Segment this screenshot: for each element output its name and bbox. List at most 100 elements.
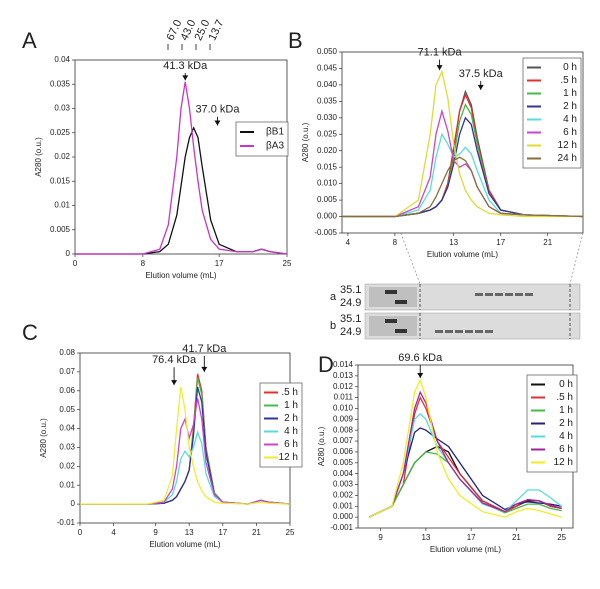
x-tick-label: 0: [73, 259, 78, 268]
legend-box: [235, 121, 289, 157]
legend-label: 4 h: [563, 114, 577, 125]
arrow-head: [201, 366, 208, 372]
y-tick-label: 0.000: [333, 512, 354, 521]
legend: .5 h 1 h 2 h 4 h 6 h 12 h: [259, 382, 303, 468]
y-tick-label: 0.003: [333, 480, 354, 489]
series-line: [80, 386, 291, 505]
legend-label: 2 h: [559, 418, 573, 429]
legend-label: βB1: [266, 127, 284, 138]
y-tick-label: 0.01: [59, 480, 75, 489]
legend-label: 4 h: [284, 426, 298, 437]
x-tick-label: 21: [543, 238, 552, 247]
x-tick-label: 17: [496, 238, 505, 247]
y-tick-label: 0.000: [317, 212, 338, 221]
annotation: 37.5 kDa: [459, 68, 504, 80]
legend-label: 24 h: [558, 153, 577, 164]
y-axis-label: A280 (o.u.): [39, 418, 48, 458]
y-tick-label: 0.010: [317, 179, 338, 188]
arrow-head: [417, 373, 424, 379]
y-tick-label: 0.005: [317, 195, 338, 204]
y-tick-label: -0.005: [314, 228, 337, 237]
arrow-head: [214, 120, 221, 126]
y-axis-label: A280 (o.u.): [317, 426, 326, 466]
x-tick-label: 25: [283, 259, 292, 268]
y-tick-label: 0.001: [333, 501, 354, 510]
legend-label: 12 h: [279, 452, 298, 463]
y-tick-label: 0.007: [333, 436, 354, 445]
gel-band: [385, 290, 397, 294]
y-tick-label: 0.015: [317, 162, 338, 171]
series-line: [369, 390, 562, 518]
y-tick-label: 0.045: [317, 64, 338, 73]
y-tick-label: 0.005: [333, 458, 354, 467]
gel-band: [505, 293, 513, 296]
x-tick-label: 17: [215, 259, 224, 268]
arrow-head: [182, 75, 189, 81]
legend-label: .5 h: [560, 75, 577, 86]
annotation: 69.6 kDa: [398, 352, 443, 364]
y-tick-label: 0.04: [59, 424, 75, 433]
legend-label: .5 h: [556, 392, 573, 403]
y-tick-label: 0.006: [333, 447, 354, 456]
y-axis-label: A280 (o.u.): [301, 122, 310, 162]
gel-band: [485, 330, 493, 333]
panel-letter: B: [288, 28, 303, 53]
legend-label: 6 h: [284, 439, 298, 450]
gel-band: [515, 293, 523, 296]
legend-label: 1 h: [284, 400, 298, 411]
x-tick-label: 9: [378, 533, 383, 542]
y-tick-label: 0.02: [54, 152, 70, 161]
gel-band: [445, 330, 453, 333]
x-tick-label: 4: [346, 238, 351, 247]
gel-marker-label: 35.1: [340, 313, 361, 325]
annotation: 76.4 kDa: [152, 354, 197, 366]
y-tick-label: 0.02: [59, 461, 75, 470]
x-tick-label: 17: [467, 533, 476, 542]
y-tick-label: 0.07: [59, 367, 75, 376]
legend-label: 2 h: [284, 413, 298, 424]
x-tick-label: 8: [393, 238, 398, 247]
y-tick-label: 0.030: [317, 113, 338, 122]
annotation: 41.7 kDa: [182, 343, 227, 355]
gel-row-label: b: [330, 320, 336, 332]
legend-label: 12 h: [558, 140, 577, 151]
legend-box: [522, 57, 582, 169]
plot-frame: [341, 51, 584, 234]
arrow-head: [477, 84, 484, 90]
x-tick-label: 0: [78, 528, 83, 537]
arrow-head: [436, 65, 443, 71]
y-tick-label: 0.008: [333, 425, 354, 434]
gel-band: [395, 300, 407, 304]
gel-band: [475, 330, 483, 333]
y-tick-label: 0.035: [317, 96, 338, 105]
legend-label: 0 h: [559, 379, 573, 390]
gel-band: [395, 329, 407, 333]
series-line: [80, 373, 291, 505]
y-tick-label: 0.014: [333, 360, 354, 369]
annotation: 37.0 kDa: [195, 104, 240, 116]
y-tick-label: 0.010: [333, 404, 354, 413]
y-tick-label: 0.005: [50, 225, 71, 234]
legend: 0 h .5 h 1 h 2 h 4 h 6 h 12 h 24 h: [522, 57, 582, 169]
legend-label: .5 h: [281, 387, 298, 398]
gel-band: [475, 293, 483, 296]
plot-frame: [79, 352, 291, 524]
series-line: [342, 116, 584, 218]
x-axis-label: Elution volume (mL): [145, 271, 216, 280]
series-line: [369, 378, 562, 518]
gel-band: [455, 330, 463, 333]
legend-label: 0 h: [563, 62, 577, 73]
y-tick-label: 0.05: [59, 405, 75, 414]
y-tick-label: 0: [66, 249, 71, 258]
y-tick-label: 0.011: [334, 393, 354, 402]
gel-marker-label: 35.1: [340, 284, 361, 296]
gel-band: [485, 293, 493, 296]
x-axis-label: Elution volume (mL): [427, 250, 498, 259]
y-axis-label: A280 (o.u.): [34, 137, 43, 177]
legend: 0 h .5 h 1 h 2 h 4 h 6 h 12 h: [526, 374, 578, 473]
series-line: [80, 430, 291, 505]
panel-letter: C: [22, 320, 38, 345]
y-tick-label: 0.009: [333, 414, 354, 423]
